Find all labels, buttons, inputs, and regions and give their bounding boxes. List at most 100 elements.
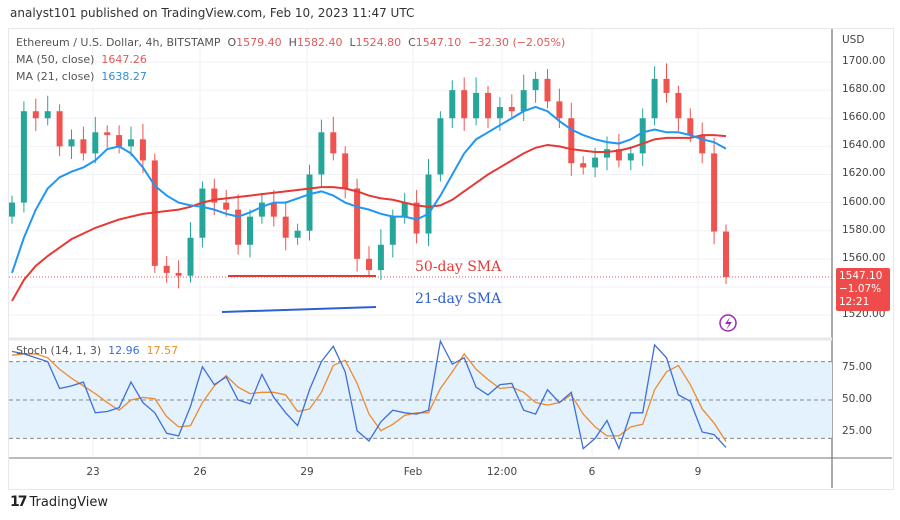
candle-body (496, 106, 503, 119)
candle-body (651, 78, 658, 119)
candle-body (56, 111, 63, 147)
candle-body (32, 111, 39, 119)
candle-body (330, 132, 337, 154)
ma21-value: 1638.27 (101, 70, 147, 83)
open-label: O (227, 36, 237, 49)
candle-body (247, 216, 253, 245)
stoch-tick: 75.00 (842, 361, 873, 373)
candle-body (473, 92, 480, 119)
candle-body (604, 149, 610, 158)
candle-body (175, 272, 182, 276)
candle-body (258, 202, 265, 217)
time-tick: 23 (86, 466, 100, 478)
candle-body (20, 111, 27, 203)
candle-body (687, 118, 694, 136)
candle-body (44, 111, 51, 119)
bar-countdown: 12:21 (839, 296, 870, 308)
time-tick: 12:00 (486, 466, 518, 478)
candle-body (282, 216, 289, 238)
ma50-label: MA (50, close) (16, 53, 95, 66)
candle-body (354, 188, 361, 259)
lightning-glyph (725, 317, 732, 330)
last-change: −1.07% (839, 283, 882, 295)
time-tick: 26 (193, 466, 207, 478)
stoch-d-value: 17.57 (146, 344, 179, 357)
candle-body (461, 90, 468, 119)
brand-name: TradingView (29, 494, 109, 510)
change-value: −32.30 (−2.05%) (468, 36, 566, 49)
candle-body (366, 258, 372, 271)
stoch-legend[interactable]: Stoch (14, 1, 3) 12.96 17.57 (16, 344, 178, 357)
stoch-k-value: 12.96 (108, 344, 140, 357)
candle-body (139, 139, 146, 161)
candle-body (639, 118, 646, 154)
ma21-legend[interactable]: MA (21, close) 1638.27 (16, 70, 147, 83)
candle-body (68, 139, 75, 147)
candle-body (508, 106, 515, 112)
price-tick: 1580.00 (842, 223, 886, 236)
chart-frame (8, 28, 894, 490)
stoch-tick: 25.00 (842, 425, 873, 437)
ma21-line (11, 105, 727, 274)
time-tick: 29 (300, 466, 314, 478)
stoch-band (9, 361, 832, 439)
candle-body (723, 231, 729, 277)
close-value: 1547.10 (415, 36, 462, 49)
candle-body (318, 132, 325, 175)
price-tick: 1620.00 (842, 167, 886, 180)
candle-body (580, 163, 587, 168)
candle-body (128, 139, 134, 147)
candle-body (568, 118, 575, 164)
candle-body (270, 202, 277, 217)
high-value: 1582.40 (296, 36, 343, 49)
last-price: 1547.10 (839, 270, 883, 282)
candle-body (199, 188, 206, 238)
candle-body (9, 202, 15, 217)
candle-body (663, 78, 670, 93)
stoch-d-line (11, 352, 727, 442)
candle-body (223, 202, 230, 210)
candle-body (556, 101, 563, 119)
ma50-value: 1647.26 (101, 53, 147, 66)
candle-body (163, 265, 170, 273)
price-tick: 1560.00 (842, 251, 886, 264)
low-label: L (349, 36, 356, 49)
last-price-tag: 1547.10 −1.07% 12:21 (836, 268, 890, 311)
stoch-tick: 50.00 (842, 393, 873, 405)
ma50-line (11, 134, 727, 302)
publisher-line: analyst101 published on TradingView.com,… (10, 6, 415, 20)
candle-body (342, 153, 349, 189)
time-tick: Feb (403, 466, 423, 478)
candle-body (389, 216, 396, 245)
candle-body (627, 153, 634, 161)
ma50-legend[interactable]: MA (50, close) 1647.26 (16, 53, 147, 66)
candle-body (592, 157, 599, 168)
price-tick: 1640.00 (842, 139, 886, 152)
price-tick: 1700.00 (842, 55, 886, 67)
symbol-legend: Ethereum / U.S. Dollar, 4h, BITSTAMP O15… (16, 36, 565, 49)
price-tick: 1600.00 (842, 195, 886, 208)
price-tick: 1520.00 (842, 308, 886, 321)
high-label: H (288, 36, 297, 49)
candle-body (449, 90, 456, 119)
footer-brand[interactable]: 17 TradingView (10, 494, 108, 510)
candle-body (615, 149, 622, 161)
candle-body (437, 118, 444, 175)
price-tick: 1660.00 (842, 111, 886, 124)
stoch-k-line (11, 339, 727, 451)
candle-body (211, 188, 218, 203)
close-label: C (408, 36, 416, 49)
candle-body (116, 135, 123, 147)
candle-body (675, 92, 682, 119)
candle-body (377, 244, 384, 271)
sma21-annotation: 21-day SMA (415, 291, 502, 307)
currency-label: USD (842, 34, 865, 46)
candle-body (425, 174, 432, 234)
open-value: 1579.40 (236, 36, 282, 49)
candle-body (485, 92, 491, 119)
sma50-annotation: 50-day SMA (415, 259, 502, 275)
candle-body (235, 209, 242, 245)
tradingview-logo-icon: 17 (10, 494, 28, 510)
ma21-label: MA (21, close) (16, 70, 95, 83)
